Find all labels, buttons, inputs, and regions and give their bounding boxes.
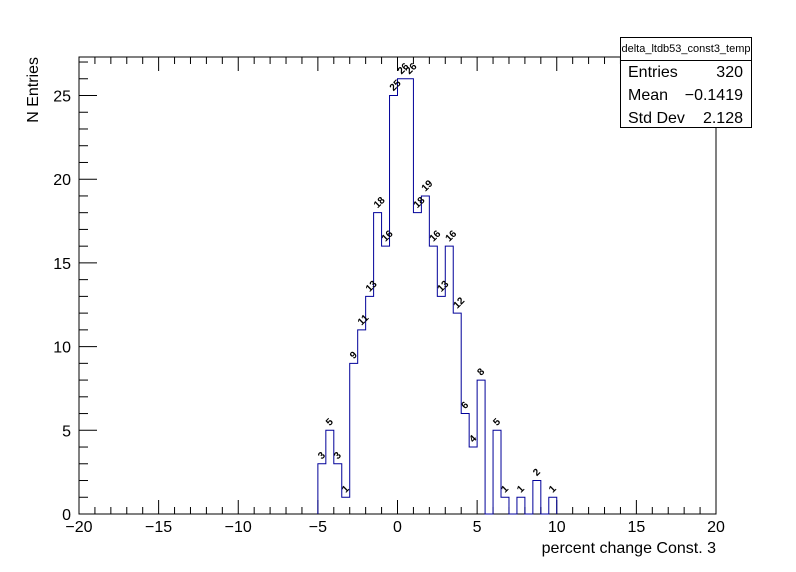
- bin-count-label: 19: [420, 178, 436, 194]
- histogram-bin: [549, 497, 557, 514]
- x-axis-title: percent change Const. 3: [542, 540, 716, 557]
- histogram-bin: [398, 79, 406, 514]
- histogram-bin: [374, 213, 382, 514]
- histogram-bin: [493, 430, 501, 514]
- bin-count-label: 11: [356, 312, 372, 328]
- y-tick-label: 0: [62, 507, 71, 524]
- histogram-bin: [453, 313, 461, 514]
- histogram-bin: [366, 296, 374, 514]
- bin-count-label: 1: [515, 483, 527, 495]
- bin-count-label: 5: [491, 416, 503, 428]
- stats-std-label: Std Dev: [628, 110, 685, 127]
- stats-mean-value: −0.1419: [684, 87, 743, 104]
- bin-count-label: 9: [348, 349, 360, 361]
- bin-count-label: 13: [364, 279, 380, 295]
- bin-count-label: 5: [324, 416, 336, 428]
- y-tick-label: 20: [53, 172, 71, 189]
- x-tick-label: −10: [225, 519, 252, 536]
- histogram-bin: [501, 497, 509, 514]
- bin-count-label: 16: [428, 228, 444, 244]
- y-axis-title: N Entries: [25, 57, 42, 123]
- stats-entries-row: Entries 320: [621, 61, 751, 84]
- histogram-outline: [317, 78, 558, 515]
- stats-title: delta_ltdb53_const3_temp: [621, 38, 751, 61]
- x-tick-label: 10: [548, 519, 566, 536]
- bin-count-label: 18: [412, 195, 428, 211]
- histogram-bin: [413, 213, 421, 514]
- bin-count-label: 2: [531, 467, 543, 479]
- bin-count-label: 12: [452, 295, 468, 311]
- histogram-bin: [533, 481, 541, 514]
- histogram-bin: [517, 497, 525, 514]
- bin-count-label: 16: [380, 228, 396, 244]
- stats-std-value: 2.128: [702, 110, 743, 127]
- stats-mean-row: Mean −0.1419: [621, 84, 751, 107]
- stats-std-row: Std Dev 2.128: [621, 107, 751, 130]
- histogram-bin: [437, 296, 445, 514]
- bin-count-label: 3: [316, 450, 328, 462]
- histogram-bin: [405, 79, 413, 514]
- histogram-bin: [390, 96, 398, 514]
- stats-entries-label: Entries: [628, 64, 678, 81]
- y-tick-label: 10: [53, 340, 71, 357]
- x-tick-label: −20: [65, 519, 92, 536]
- stats-box: delta_ltdb53_const3_temp Entries 320 Mea…: [620, 37, 752, 128]
- y-tick-label: 25: [53, 89, 71, 106]
- bin-count-label: 16: [444, 228, 460, 244]
- histogram-bin: [477, 380, 485, 514]
- stats-entries-value: 320: [716, 64, 743, 81]
- x-tick-label: −15: [145, 519, 172, 536]
- histogram-bin: [461, 414, 469, 514]
- histogram-bin: [421, 196, 429, 514]
- histogram-bin: [382, 246, 390, 514]
- y-tick-label: 5: [62, 423, 71, 440]
- histogram-bin: [342, 497, 350, 514]
- x-tick-label: 0: [393, 519, 402, 536]
- bin-count-label: 26: [404, 61, 420, 77]
- bin-count-label: 8: [475, 366, 487, 378]
- y-tick-label: 15: [53, 256, 71, 273]
- x-tick-label: 5: [473, 519, 482, 536]
- x-tick-label: 15: [627, 519, 645, 536]
- histogram-bin: [318, 464, 326, 514]
- bin-count-label: 13: [436, 279, 452, 295]
- histogram-bin: [469, 447, 477, 514]
- x-tick-label: −5: [309, 519, 327, 536]
- bin-count-label: 25: [388, 78, 404, 94]
- histogram-bin: [326, 430, 334, 514]
- stats-mean-label: Mean: [628, 87, 669, 104]
- bin-count-label: 1: [547, 483, 559, 495]
- bin-count-label: 18: [372, 195, 388, 211]
- x-tick-label: 20: [707, 519, 725, 536]
